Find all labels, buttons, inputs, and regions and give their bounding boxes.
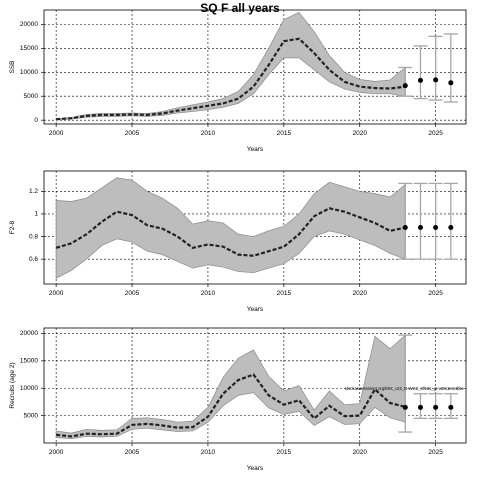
projection-point-2026 <box>448 80 454 86</box>
y-tick-label-0.6: 0.6 <box>29 256 38 263</box>
y-tick-label-10000: 10000 <box>20 69 38 76</box>
projection-errorbar-2023 <box>398 182 413 260</box>
projection-point-2023 <box>402 225 408 230</box>
x-tick-label-2020: 2020 <box>353 290 368 297</box>
x-tick-label-2020: 2020 <box>353 130 368 137</box>
x-tick-label-2005: 2005 <box>125 290 140 297</box>
x-tick-label-2000: 2000 <box>49 449 64 456</box>
projection-point-2025 <box>433 77 439 83</box>
x-tick-label-2005: 2005 <box>125 449 140 456</box>
x-tick-label-2025: 2025 <box>428 290 443 297</box>
x-tick-label-2005: 2005 <box>125 130 140 137</box>
x-tick-label-2010: 2010 <box>201 449 216 456</box>
x-tick-label-2025: 2025 <box>428 130 443 137</box>
panels: 2000 2005 2010 2015 2020 20250500010000150002… <box>9 9 467 472</box>
y-tick-label-20000: 20000 <box>20 330 38 337</box>
panel-2: 2000 2005 2010 2015 2020 2025 0.6 0.8 1 1.2 Years F… <box>9 170 467 313</box>
y-tick-label-0.8: 0.8 <box>29 233 38 240</box>
projection-point-2025 <box>433 225 439 230</box>
y-axis-label: F2-8 <box>9 220 16 234</box>
x-axis-label: Years <box>247 146 264 153</box>
x-tick-label-2020: 2020 <box>353 449 368 456</box>
projection-errorbar-2026 <box>443 182 458 260</box>
confidence-band <box>55 11 406 121</box>
projection-point-2024 <box>417 225 423 230</box>
y-tick-label-5000: 5000 <box>24 93 39 100</box>
x-tick-label-2015: 2015 <box>277 290 292 297</box>
projection-errorbar-2025 <box>428 182 443 260</box>
projection-point-2024 <box>417 77 423 83</box>
figure-title: SQ F all years <box>200 1 280 15</box>
projection-errorbar-2024 <box>413 45 428 100</box>
y-tick-label-15000: 15000 <box>20 358 38 365</box>
x-tick-label-2015: 2015 <box>277 130 292 137</box>
projection-point-2023 <box>402 404 408 410</box>
projection-point-2024 <box>417 404 423 410</box>
projection-point-2026 <box>448 225 454 230</box>
source-annotation: stockassessment.org/MIX_v22_N-WSC_rtf561… <box>345 386 465 391</box>
y-tick-label-5000: 5000 <box>24 412 39 419</box>
plot-frame <box>43 170 467 285</box>
y-tick-label-15000: 15000 <box>20 45 38 52</box>
x-tick-label-2015: 2015 <box>277 449 292 456</box>
projection-point-2023 <box>402 83 408 89</box>
y-tick-label-1.2: 1.2 <box>29 188 38 195</box>
projection-errorbar-2024 <box>413 182 428 260</box>
y-axis-label: Recruits (age 2) <box>9 362 16 408</box>
panel-3: 2000 2005 2010 2015 2020 2025 5000 10000 15000 20… <box>9 327 467 472</box>
x-tick-label-2000: 2000 <box>49 130 64 137</box>
x-tick-label-2000: 2000 <box>49 290 64 297</box>
plot-frame <box>43 327 467 444</box>
y-tick-label-1: 1 <box>34 211 38 218</box>
median-line <box>55 207 406 257</box>
y-axis-label: SSB <box>9 60 16 73</box>
x-axis-label: Years <box>247 306 264 313</box>
median-line <box>56 373 406 438</box>
median-line <box>56 37 406 121</box>
x-tick-label-2025: 2025 <box>428 449 443 456</box>
y-tick-label-20000: 20000 <box>20 21 38 28</box>
x-axis-label: Years <box>247 465 264 472</box>
projection-point-2025 <box>433 404 439 410</box>
y-tick-label-10000: 10000 <box>20 385 38 392</box>
projection-errorbar-2023 <box>398 334 413 433</box>
y-tick-label-0: 0 <box>34 117 38 124</box>
x-tick-label-2010: 2010 <box>201 130 216 137</box>
projection-errorbar-2025 <box>428 35 443 101</box>
panel-1: 2000 2005 2010 2015 2020 2025 0 5000 10000 15000 2… <box>9 9 467 153</box>
projection-point-2026 <box>448 404 454 410</box>
projection-errorbar-2026 <box>443 33 458 103</box>
confidence-band <box>55 177 406 279</box>
projection-errorbar-2023 <box>398 66 413 97</box>
plot-frame <box>43 9 467 125</box>
x-tick-label-2010: 2010 <box>201 290 216 297</box>
